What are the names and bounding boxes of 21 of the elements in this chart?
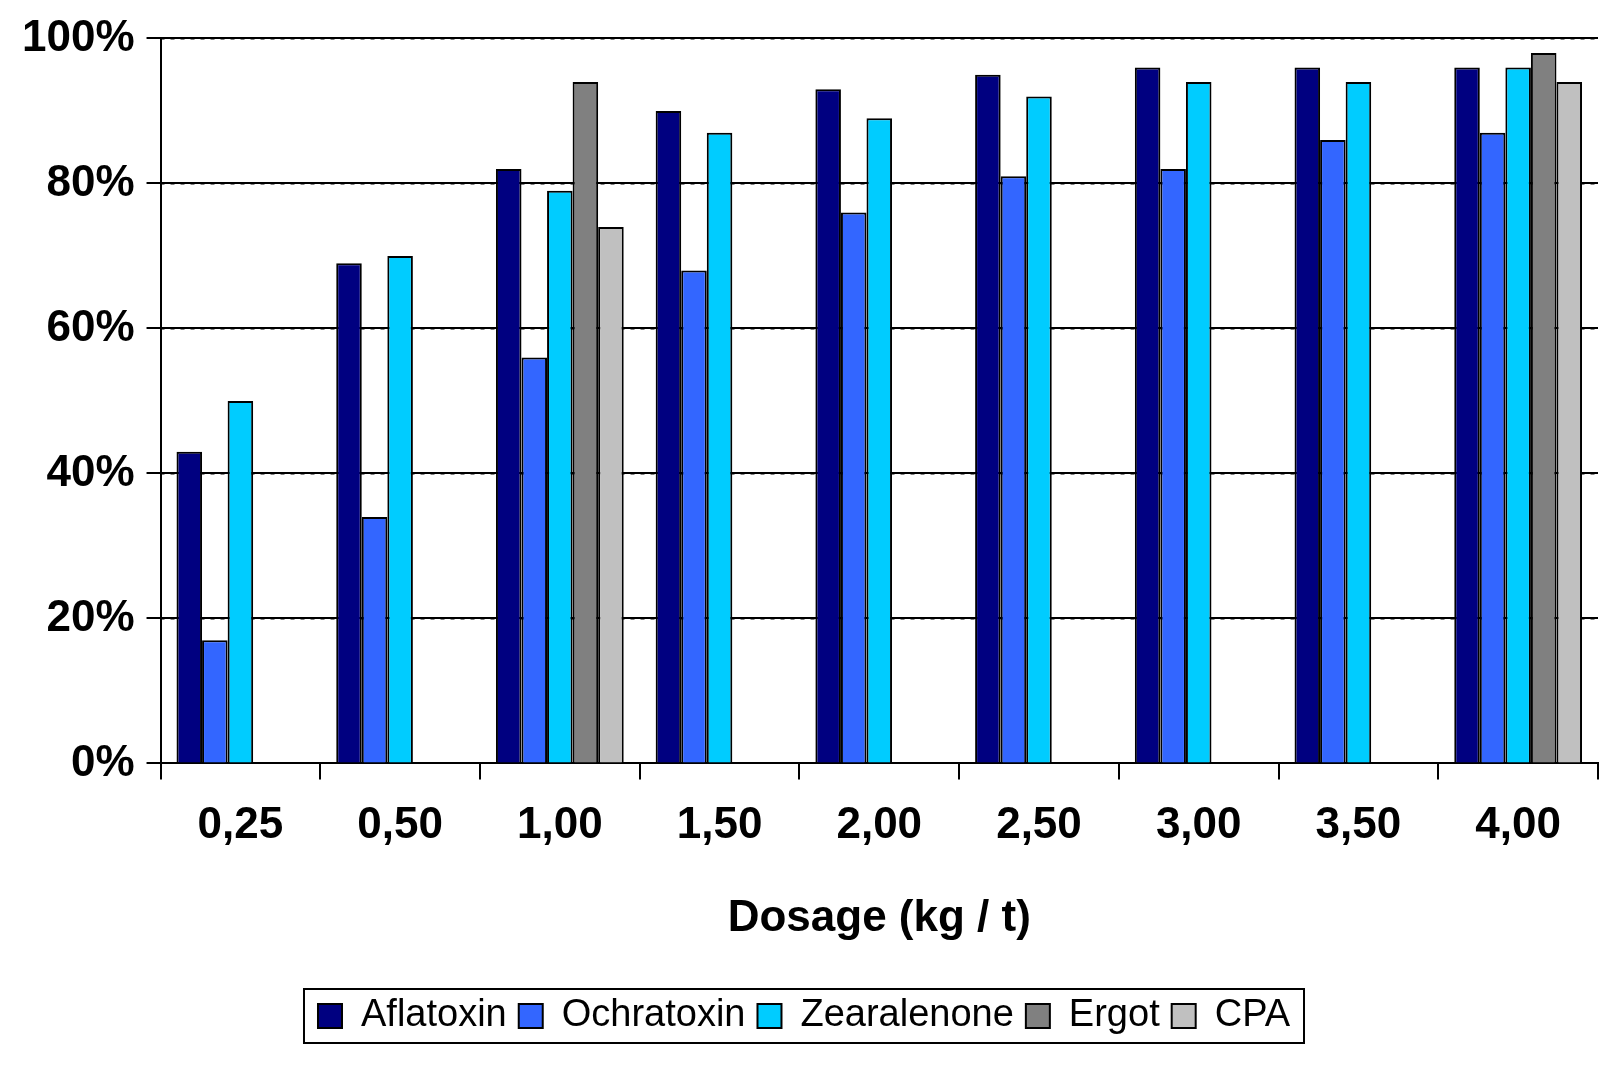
y-tick-label: 40% — [46, 445, 135, 495]
y-tick-label: 100% — [21, 10, 135, 60]
y-tick-label: 80% — [46, 155, 135, 205]
x-tick-label: 2,50 — [996, 797, 1082, 847]
x-tick-label: 0,25 — [197, 797, 284, 847]
x-tick-label: 4,00 — [1475, 797, 1561, 847]
x-tick-label: 2,00 — [836, 797, 923, 847]
legend-label: Zearalenone — [800, 992, 1014, 1035]
x-axis-title: Dosage (kg / t) — [727, 890, 1031, 940]
x-tick-label: 3,00 — [1155, 797, 1242, 847]
y-tick-label: 20% — [46, 590, 135, 640]
x-tick-label: 1,00 — [517, 797, 603, 847]
x-tick-label: 3,50 — [1315, 797, 1402, 847]
legend-label: CPA — [1214, 992, 1291, 1035]
x-tick-label: 0,50 — [357, 797, 443, 847]
legend-label: Ochratoxin — [561, 992, 746, 1035]
y-tick-label: 0% — [70, 735, 135, 785]
y-tick-label: 60% — [46, 300, 135, 350]
legend-label: Ergot — [1068, 992, 1161, 1035]
x-tick-label: 1,50 — [676, 797, 763, 847]
legend-label: Aflatoxin — [360, 992, 507, 1035]
